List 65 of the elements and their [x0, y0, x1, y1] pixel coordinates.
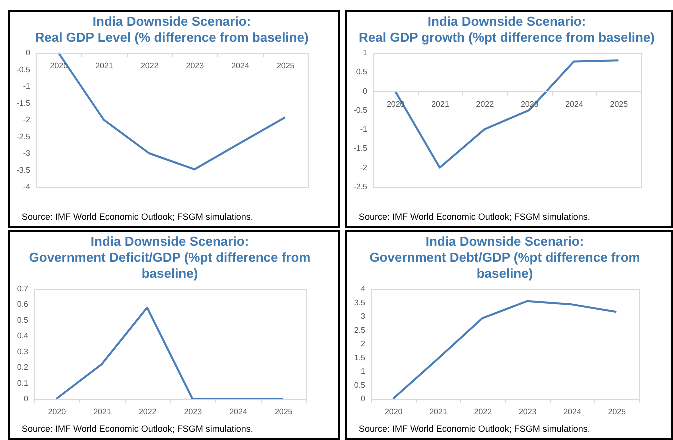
x-tick-label: 2022 — [476, 100, 495, 109]
y-tick-label: 0.5 — [356, 68, 368, 77]
y-tick-label: 0 — [24, 394, 30, 404]
y-tick-label: -1.5 — [16, 98, 32, 108]
x-tick-label: 2025 — [276, 62, 296, 70]
y-tick-label: 1.5 — [354, 353, 366, 362]
x-tick-label: 2020 — [48, 408, 67, 416]
y-tick-label: -4 — [23, 182, 32, 192]
x-tick-label: 2021 — [430, 408, 448, 416]
x-tick-label: 2022 — [140, 62, 160, 70]
y-tick-label: 0.5 — [354, 380, 366, 390]
x-tick-label: 2025 — [610, 100, 629, 109]
y-tick-label: 0 — [363, 86, 368, 96]
x-tick-label: 2023 — [184, 408, 203, 416]
x-tick-label: 2021 — [96, 62, 114, 70]
y-tick-label: 1 — [363, 48, 368, 58]
x-tick-label: 2024 — [566, 100, 584, 109]
y-tick-label: -1.5 — [354, 144, 368, 154]
chart-title: India Downside Scenario: Real GDP growth (%pt difference from baseline) — [359, 14, 655, 45]
y-tick-label: -0.5 — [16, 65, 32, 74]
source-note: Source: IMF World Economic Outlook; FSGM simulations. — [22, 212, 254, 222]
y-tick-label: -2.5 — [16, 132, 32, 142]
source-note: Source: IMF World Economic Outlook; FSGM simulations. — [359, 212, 590, 222]
x-tick-label: 2024 — [232, 62, 250, 70]
y-tick-label: 0.1 — [17, 378, 30, 388]
y-tick-label: 4 — [361, 284, 366, 294]
x-tick-label: 2020 — [50, 62, 69, 70]
y-tick-label: 0.6 — [17, 300, 30, 310]
y-tick-label: -2 — [360, 163, 368, 172]
y-tick-label: 0 — [361, 394, 366, 404]
x-tick-label: 2025 — [608, 408, 627, 416]
y-tick-label: -0.5 — [354, 106, 368, 115]
x-tick-label: 2021 — [432, 100, 450, 109]
y-tick-label: 0.4 — [17, 332, 30, 341]
x-tick-label: 2024 — [230, 408, 248, 416]
source-note: Source: IMF World Economic Outlook; FSGM simulations. — [359, 424, 590, 434]
x-tick-label: 2022 — [138, 408, 158, 416]
y-tick-label: -3.5 — [16, 166, 32, 175]
y-tick-label: 2.5 — [354, 326, 366, 335]
y-tick-label: 0 — [26, 48, 32, 58]
chart-title: India Downside Scenario: Real GDP Level (% difference from baseline) — [35, 14, 309, 45]
source-note: Source: IMF World Economic Outlook; FSGM simulations. — [22, 424, 254, 434]
y-tick-label: 0.7 — [17, 284, 30, 294]
y-tick-label: 0.2 — [17, 363, 30, 372]
y-tick-label: 0.3 — [17, 347, 30, 356]
x-tick-label: 2023 — [186, 62, 205, 70]
y-tick-label: 3 — [361, 312, 366, 321]
y-tick-label: -1 — [23, 82, 32, 91]
x-tick-label: 2025 — [274, 408, 294, 416]
y-tick-label: -2 — [23, 116, 32, 124]
chart-title: India Downside Scenario: Government Debt/GDP (%pt difference from baseline) — [370, 234, 640, 281]
y-tick-label: 0.5 — [17, 316, 30, 325]
x-tick-label: 2023 — [518, 408, 538, 416]
x-tick-label: 2020 — [384, 408, 404, 416]
y-tick-label: -2.5 — [354, 182, 368, 192]
x-tick-label: 2022 — [474, 408, 493, 416]
y-tick-label: 3.5 — [354, 298, 366, 308]
x-tick-label: 2024 — [564, 408, 582, 416]
y-tick-label: -3 — [23, 149, 32, 158]
y-tick-label: 2 — [361, 340, 366, 348]
y-tick-label: 1 — [361, 367, 366, 376]
y-tick-label: -1 — [360, 125, 368, 134]
chart-title: India Downside Scenario: Government Deficit/GDP (%pt difference from baseline) — [29, 234, 311, 281]
x-tick-label: 2021 — [94, 408, 112, 416]
line-series — [392, 300, 618, 400]
